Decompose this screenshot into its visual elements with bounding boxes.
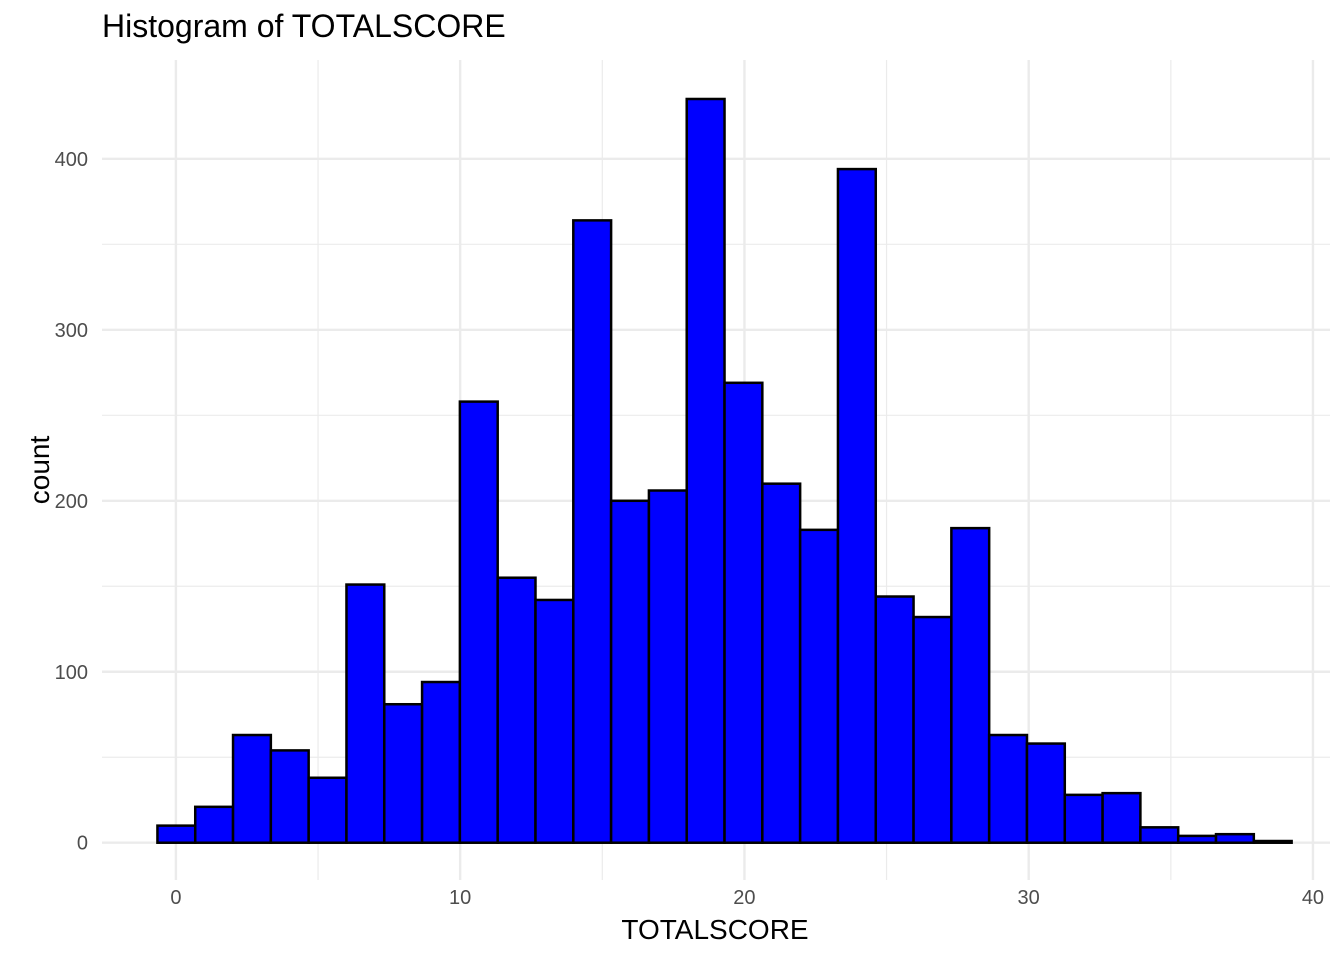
histogram-bar [1214,832,1256,844]
x-tick-label: 0 [170,887,181,909]
y-tick-label: 0 [77,833,88,855]
histogram-bar [345,583,386,844]
histogram-bar [912,615,953,844]
y-axis-label: count [24,435,55,505]
histogram-bar [307,776,348,844]
x-tick-label: 10 [449,887,471,909]
histogram-bar [496,576,537,844]
histogram-bar [420,680,462,844]
x-tick-label: 20 [733,887,755,909]
histogram-bar [987,733,1029,844]
histogram-bar [572,219,613,844]
histogram-bar [798,528,840,844]
histogram-bar [836,167,878,844]
histogram-bar [950,526,991,844]
histogram-bar [1063,793,1104,844]
histogram-bar [458,400,499,844]
histogram-bar [723,381,764,844]
histogram-bar [647,489,688,844]
chart-title: Histogram of TOTALSCORE [102,8,506,44]
x-tick-label: 40 [1302,887,1324,909]
histogram-bar [1176,834,1218,844]
y-tick-label: 200 [55,491,88,513]
histogram-bar [761,482,802,844]
x-tick-label: 30 [1018,887,1040,909]
histogram-bar [269,749,310,844]
histogram-bar [609,499,651,844]
histogram-bar [231,733,273,844]
histogram-bar [383,702,424,844]
x-axis-label: TOTALSCORE [621,914,809,945]
histogram-bar [685,97,726,844]
histogram-bar [1139,826,1180,844]
y-tick-label: 100 [55,662,88,684]
y-tick-label: 400 [55,149,88,171]
histogram-bar [874,595,915,844]
y-tick-label: 300 [55,320,88,342]
histogram-bar [193,805,235,844]
histogram-bar [534,598,575,844]
histogram-bar [1252,839,1293,844]
histogram-bar [1101,791,1142,844]
histogram-bar [1025,742,1067,844]
histogram-bar [156,824,197,844]
